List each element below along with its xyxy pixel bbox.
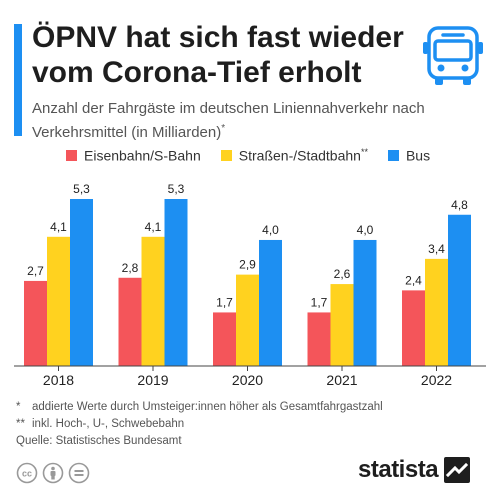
cc-icon[interactable]: cc	[16, 462, 38, 484]
x-tick-label-2020: 2020	[232, 372, 263, 388]
data-label-bus-2018: 5,3	[73, 182, 90, 196]
brand-logo[interactable]: statista	[358, 456, 471, 484]
legend-label-bus: Bus	[405, 147, 431, 164]
x-tick-label-2022: 2022	[421, 372, 452, 388]
data-label-rail-2019: 2,8	[122, 261, 139, 275]
data-label-tram-2019: 4,1	[145, 220, 162, 234]
brand-mark-icon	[444, 457, 471, 483]
data-label-tram-2022: 3,4	[428, 242, 445, 256]
data-label-bus-2022: 4,8	[451, 198, 468, 212]
x-tick-label-2021: 2021	[326, 372, 357, 388]
bar-tram-2019	[141, 236, 165, 366]
subtitle-footnote-mark: *	[221, 123, 226, 134]
bar-tram-2021	[330, 284, 354, 366]
source-note: Quelle: Statistisches Bundesamt	[16, 435, 182, 447]
data-label-bus-2021: 4,0	[357, 223, 374, 237]
data-label-rail-2020: 1,7	[216, 295, 233, 309]
bar-rail-2021	[307, 312, 331, 366]
legend-item-tram: Straßen-/Stadtbahn**	[220, 146, 368, 164]
legend-swatch-bus	[387, 149, 399, 161]
page-title: ÖPNV hat sich fast wieder vom Corona-Tie…	[32, 21, 404, 89]
legend-item-rail: Eisenbahn/S-Bahn	[66, 147, 201, 164]
bar-rail-2019	[118, 277, 142, 366]
footnotes: * addierte Werte durch Umsteiger:innen hö…	[16, 399, 383, 450]
legend-swatch-rail	[66, 149, 77, 161]
bar-rail-2020	[213, 312, 236, 366]
chart-legend: Eisenbahn/S-Bahn Straßen-/Stadtbahn** Bu…	[66, 146, 450, 164]
bar-tram-2022	[425, 258, 448, 366]
bar-bus-2020	[259, 239, 282, 366]
bar-bus-2018	[70, 199, 93, 366]
bar-bus-2022	[448, 214, 471, 366]
data-label-tram-2020: 2,9	[239, 258, 256, 272]
footnote-2: ** inkl. Hoch-, U-, Schwebebahn	[16, 418, 185, 430]
person-icon[interactable]	[42, 462, 64, 484]
bar-bus-2019	[164, 199, 188, 366]
bar-rail-2018	[24, 280, 47, 366]
data-label-tram-2021: 2,6	[334, 267, 351, 281]
equals-icon[interactable]	[68, 462, 90, 484]
chart-subtitle: Anzahl der Fahrgäste im deutschen Linien…	[32, 99, 462, 143]
svg-text:cc: cc	[22, 469, 32, 479]
legend-label-rail: Eisenbahn/S-Bahn	[84, 147, 201, 164]
legend-footnote-mark: **	[360, 146, 368, 157]
brand-wordmark: statista	[358, 456, 439, 483]
bar-bus-2021	[353, 239, 377, 366]
data-label-bus-2020: 4,0	[262, 223, 279, 237]
data-label-rail-2021: 1,7	[311, 295, 328, 309]
bar-chart: 2,7 4,1 5,3 2018 2,8 4,1 5,3 2019 1,7 2,9 4,0 2020 1…	[14, 182, 486, 388]
title-accent-bar	[14, 24, 22, 136]
legend-swatch-tram	[220, 149, 232, 161]
legend-label-tram: Straßen-/Stadtbahn**	[238, 146, 368, 164]
legend-item-bus: Bus	[387, 147, 431, 164]
license-icons: cc	[16, 462, 94, 484]
subtitle-text: Anzahl der Fahrgäste im deutschen Linien…	[32, 100, 425, 141]
x-tick-label-2018: 2018	[43, 372, 74, 388]
x-tick-label-2019: 2019	[137, 372, 168, 388]
data-label-bus-2019: 5,3	[168, 182, 185, 196]
data-label-rail-2018: 2,7	[27, 264, 44, 278]
bar-rail-2022	[402, 290, 425, 366]
bar-tram-2020	[236, 274, 259, 366]
data-label-tram-2018: 4,1	[50, 220, 67, 234]
bar-tram-2018	[47, 236, 70, 366]
data-label-rail-2022: 2,4	[405, 273, 422, 287]
bus-icon	[423, 26, 483, 85]
footnote-1: * addierte Werte durch Umsteiger:innen hö…	[16, 401, 383, 413]
